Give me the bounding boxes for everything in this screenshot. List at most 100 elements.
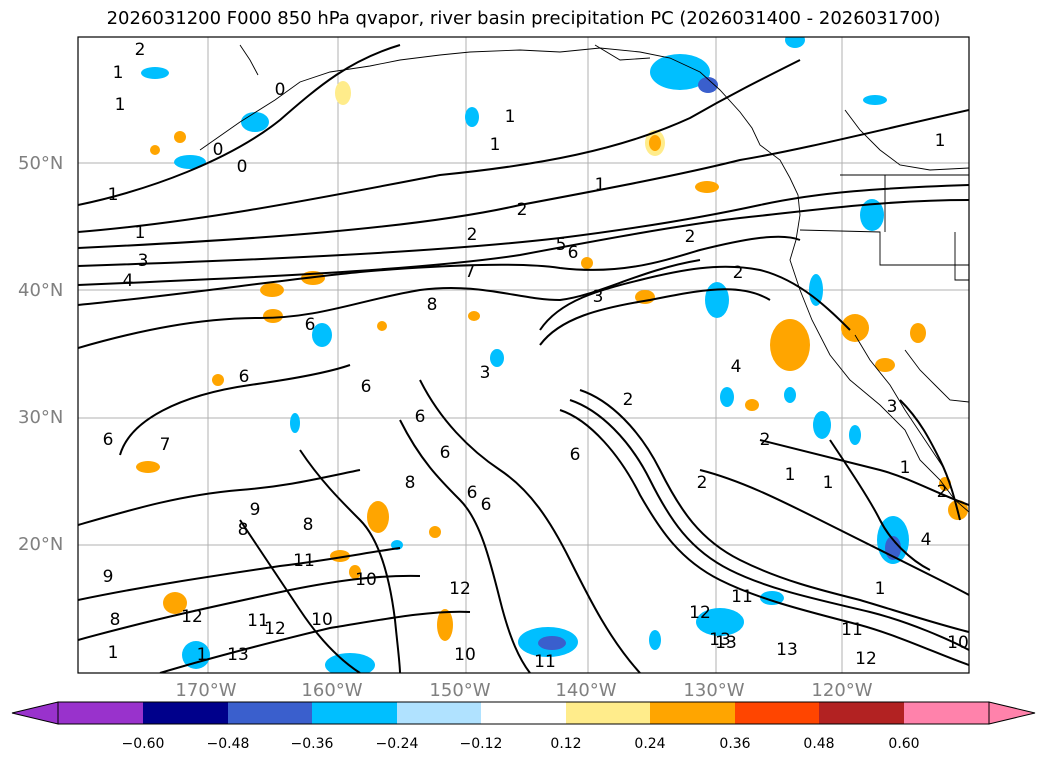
- contour-label: 6: [239, 367, 250, 387]
- contour-label: 2: [135, 40, 146, 60]
- contour-label: 2: [937, 482, 948, 502]
- contour-label: 1: [505, 107, 516, 127]
- colorbar-cell: [481, 702, 566, 724]
- colorbar-cell: [650, 702, 735, 724]
- lat-label-50n: 50°N: [18, 153, 64, 174]
- contour-label: 6: [467, 483, 478, 503]
- colorbar-cell: [904, 702, 989, 724]
- lon-label-170w: 170°W: [175, 680, 237, 701]
- colorbar-tick: −0.48: [206, 736, 250, 752]
- contour-label: 8: [405, 473, 416, 493]
- contour-label: 2: [685, 227, 696, 247]
- colorbar-cell: [397, 702, 481, 724]
- lon-label-160w: 160°W: [301, 680, 363, 701]
- contour-label: 2: [697, 473, 708, 493]
- contour-label: 8: [110, 610, 121, 630]
- qvapor-contours: [78, 44, 969, 673]
- contour-label: 3: [138, 251, 149, 271]
- colorbar-cell: [143, 702, 228, 724]
- contour-label: 8: [238, 520, 249, 540]
- contour-label: 6: [481, 495, 492, 515]
- contour-label: 0: [275, 80, 286, 100]
- contour-label: 8: [427, 295, 438, 315]
- contour-label: 10: [947, 633, 969, 653]
- contour-label: 12: [449, 579, 471, 599]
- contour-label: 0: [237, 157, 248, 177]
- colorbar-cell: [58, 702, 143, 724]
- contour-label: 1: [935, 131, 946, 151]
- contour-label: 0: [213, 140, 224, 160]
- contour-label: 10: [355, 570, 377, 590]
- contour-label: 10: [311, 610, 333, 630]
- map-frame: [77, 36, 970, 674]
- contour-label: 4: [123, 271, 134, 291]
- colorbar-tick: −0.24: [375, 736, 419, 752]
- contour-label: 11: [534, 652, 556, 672]
- contour-label: 1: [197, 645, 208, 665]
- colorbar-tick: 0.24: [634, 736, 666, 752]
- contour-label: 3: [593, 287, 604, 307]
- contour-label: 2: [760, 430, 771, 450]
- contour-label: 11: [247, 611, 269, 631]
- contour-label: 12: [689, 603, 711, 623]
- contour-label: 6: [103, 430, 114, 450]
- colorbar-cell: [566, 702, 650, 724]
- colorbar-extend-max: [989, 702, 1035, 724]
- contour-label: 13: [709, 630, 731, 650]
- colorbar-tick: 0.36: [719, 736, 751, 752]
- lat-label-30n: 30°N: [18, 407, 64, 428]
- contour-label: 13: [227, 645, 249, 665]
- contour-label: 2: [517, 200, 528, 220]
- contour-label: 11: [293, 551, 315, 571]
- contour-label: 12: [181, 607, 203, 627]
- colorbar-tick: −0.60: [121, 736, 165, 752]
- precipitation-shading: [136, 37, 968, 673]
- colorbar-tick: 0.48: [803, 736, 835, 752]
- contour-label: 1: [113, 63, 124, 83]
- contour-label: 6: [568, 243, 579, 263]
- contour-label: 8: [303, 515, 314, 535]
- contour-label: 1: [490, 135, 501, 155]
- contour-label: 3: [480, 363, 491, 383]
- lon-label-130w: 130°W: [683, 680, 745, 701]
- colorbar-tick: 0.60: [888, 736, 920, 752]
- contour-label: 9: [250, 500, 261, 520]
- lon-label-150w: 150°W: [429, 680, 491, 701]
- colorbar: [11, 701, 1036, 725]
- contour-label: 6: [440, 443, 451, 463]
- colorbar-cell: [228, 702, 312, 724]
- contour-label: 12: [264, 619, 286, 639]
- contour-label: 10: [454, 645, 476, 665]
- contour-label: 7: [465, 262, 476, 282]
- contour-label: 4: [731, 357, 742, 377]
- map-title: 2026031200 F000 850 hPa qvapor, river ba…: [106, 8, 941, 29]
- contour-label: 5: [556, 235, 567, 255]
- colorbar-cell: [735, 702, 819, 724]
- colorbar-tick: −0.12: [459, 736, 503, 752]
- contour-label: 11: [841, 620, 863, 640]
- contour-label: 1: [595, 175, 606, 195]
- contour-label: 6: [570, 445, 581, 465]
- contour-label: 7: [160, 435, 171, 455]
- contour-label: 1: [135, 223, 146, 243]
- colorbar-extend-min: [12, 702, 58, 724]
- colorbar-cell: [312, 702, 397, 724]
- contour-label: 1: [108, 185, 119, 205]
- lat-label-40n: 40°N: [18, 280, 64, 301]
- lat-label-20n: 20°N: [18, 534, 64, 555]
- contour-label: 6: [415, 407, 426, 427]
- contour-label: 12: [855, 649, 877, 669]
- contour-label: 6: [361, 377, 372, 397]
- contour-label: 2: [623, 390, 634, 410]
- contour-label: 1: [108, 643, 119, 663]
- contour-label: 2: [467, 225, 478, 245]
- contour-label: 4: [921, 530, 932, 550]
- contour-label: 13: [776, 640, 798, 660]
- contour-label: 11: [731, 587, 753, 607]
- colorbar-tick: −0.36: [290, 736, 334, 752]
- lon-label-120w: 120°W: [811, 680, 873, 701]
- contour-label: 9: [103, 567, 114, 587]
- contour-label: 3: [887, 397, 898, 417]
